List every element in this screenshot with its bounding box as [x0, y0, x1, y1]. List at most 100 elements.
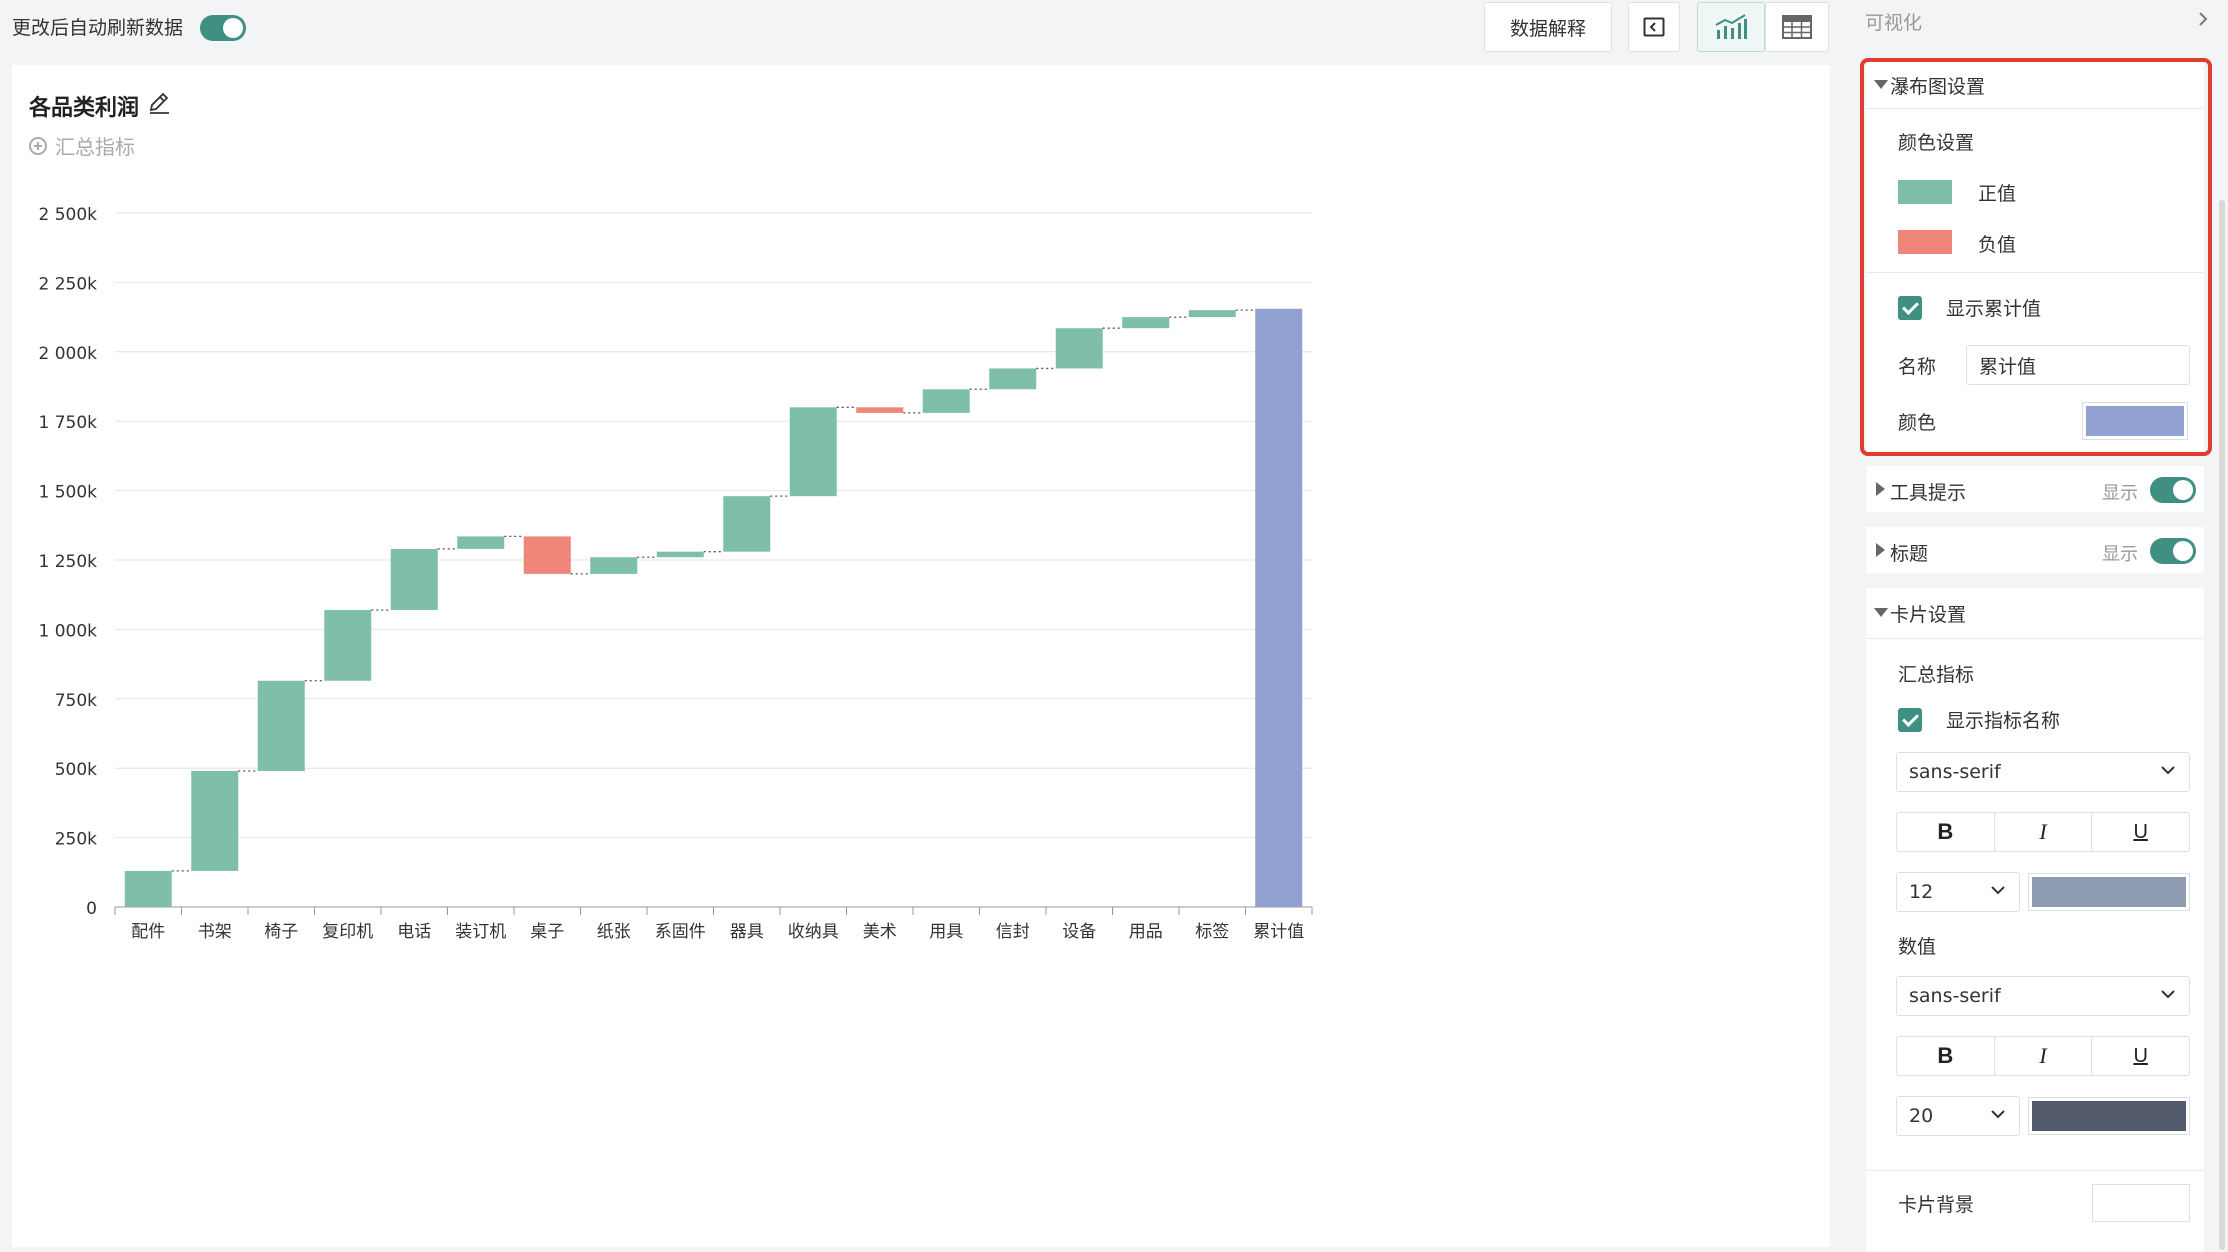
show-total-checkbox[interactable] [1898, 296, 1922, 320]
divider [1866, 638, 2204, 639]
title-status: 显示 [2102, 544, 2138, 565]
title-section-title[interactable]: 标题 [1890, 543, 1929, 565]
expand-triangle-icon[interactable] [1876, 543, 1885, 557]
x-tick-label: 器具 [730, 922, 764, 942]
card-settings-section: 卡片设置 汇总指标 显示指标名称 sans-serif B I U 12 数值 … [1866, 588, 2204, 1252]
value-label: 数值 [1898, 936, 1937, 958]
card-background-picker[interactable] [2092, 1184, 2190, 1222]
underline-button[interactable]: U [2133, 1044, 2148, 1067]
waterfall-bar [590, 557, 638, 574]
italic-button[interactable]: I [1995, 813, 2093, 851]
y-tick-label: 2 500k [38, 205, 97, 225]
edit-title-icon[interactable] [147, 91, 171, 115]
x-tick-label: 电话 [397, 922, 431, 942]
card-background-label: 卡片背景 [1898, 1194, 1975, 1216]
x-tick-label: 标签 [1195, 922, 1229, 942]
x-tick-label: 复印机 [322, 922, 373, 942]
italic-button[interactable]: I [1995, 1037, 2093, 1075]
x-tick-label: 用品 [1129, 922, 1163, 942]
chart-card: 各品类利润 汇总指标 0 250k 500k 750k 1 000k 1 250k 1 50… [12, 65, 1830, 1247]
card-settings-title[interactable]: 卡片设置 [1890, 604, 1967, 626]
y-tick-label: 1 000k [38, 621, 97, 641]
x-tick-label: 桌子 [530, 922, 564, 942]
total-color-picker[interactable] [2082, 402, 2188, 440]
x-tick-label: 装订机 [455, 922, 506, 942]
show-total-label: 显示累计值 [1946, 298, 2042, 320]
data-explain-button[interactable]: 数据解释 [1484, 2, 1612, 52]
add-summary-metric-label: 汇总指标 [55, 135, 135, 159]
value-font-select[interactable]: sans-serif [1896, 976, 2190, 1016]
x-tick-label: 美术 [863, 922, 897, 942]
x-tick-label: 收纳具 [788, 922, 839, 942]
tooltip-toggle[interactable] [2150, 477, 2196, 503]
waterfall-settings-title[interactable]: 瀑布图设置 [1890, 76, 1986, 98]
show-metric-name-checkbox[interactable] [1898, 708, 1922, 732]
collapse-triangle-icon[interactable] [1874, 608, 1888, 617]
total-name-label: 名称 [1898, 356, 1937, 378]
chart-view-button[interactable] [1697, 2, 1765, 52]
waterfall-bar [191, 770, 239, 871]
waterfall-bar [523, 536, 571, 574]
table-view-button[interactable] [1765, 2, 1829, 52]
visualization-panel-title: 可视化 [1865, 12, 1923, 34]
metric-font-select[interactable]: sans-serif [1896, 752, 2190, 792]
value-format-group: B I U [1896, 1036, 2190, 1076]
metric-color-swatch [2032, 877, 2186, 907]
y-tick-label: 0 [86, 899, 97, 919]
panel-scrollbar[interactable] [2219, 200, 2225, 1250]
waterfall-chart: 0 250k 500k 750k 1 000k 1 250k 1 500k 1 750k 2 0… [38, 205, 1313, 942]
x-tick-label: 书架 [198, 922, 232, 942]
y-tick-label: 2 000k [38, 344, 97, 364]
chevron-down-icon [2161, 990, 2175, 999]
x-tick-label: 信封 [996, 922, 1030, 942]
waterfall-bar [324, 609, 372, 681]
summary-metric-label: 汇总指标 [1898, 664, 1975, 686]
waterfall-bar [1055, 328, 1103, 369]
y-tick-label: 1 750k [38, 413, 97, 433]
auto-refresh-toggle[interactable] [200, 15, 246, 41]
chevron-down-icon [2161, 766, 2175, 775]
underline-button[interactable]: U [2133, 820, 2148, 843]
x-tick-label: 配件 [131, 922, 165, 942]
total-color-label: 颜色 [1898, 412, 1937, 434]
total-color-swatch [2086, 406, 2184, 436]
x-tick-label: 系固件 [655, 922, 706, 942]
expand-triangle-icon[interactable] [1876, 482, 1885, 496]
bold-button[interactable]: B [1897, 1037, 1995, 1075]
x-tick-label: 累计值 [1253, 922, 1304, 942]
tooltip-title[interactable]: 工具提示 [1890, 482, 1967, 504]
plus-circle-icon [29, 136, 47, 155]
auto-refresh-label: 更改后自动刷新数据 [12, 17, 184, 39]
filter-button[interactable] [1628, 2, 1680, 52]
add-summary-metric[interactable]: 汇总指标 [29, 131, 135, 160]
metric-font-value: sans-serif [1909, 761, 2001, 783]
collapse-triangle-icon[interactable] [1874, 80, 1888, 89]
title-section: 标题 显示 [1866, 527, 2204, 573]
waterfall-bar [922, 389, 970, 413]
top-bar: 更改后自动刷新数据 数据解释 [0, 0, 1832, 56]
negative-color-swatch[interactable] [1898, 230, 1952, 254]
color-settings-label: 颜色设置 [1898, 132, 1975, 154]
waterfall-settings-section: 瀑布图设置 颜色设置 正值 负值 显示累计值 名称 颜色 [1866, 62, 2204, 452]
waterfall-bar [989, 368, 1037, 390]
waterfall-bar [457, 536, 505, 549]
chart-icon [1715, 14, 1747, 39]
bold-button[interactable]: B [1897, 813, 1995, 851]
y-tick-label: 1 500k [38, 483, 97, 503]
y-tick-label: 250k [55, 830, 97, 850]
filter-icon [1643, 17, 1665, 37]
waterfall-bar [124, 870, 172, 907]
positive-color-swatch[interactable] [1898, 180, 1952, 204]
metric-color-picker[interactable] [2028, 873, 2190, 911]
title-toggle[interactable] [2150, 538, 2196, 564]
total-name-input[interactable] [1966, 345, 2190, 385]
divider [1866, 1170, 2204, 1171]
waterfall-bar [656, 551, 704, 558]
tooltip-section: 工具提示 显示 [1866, 466, 2204, 512]
value-color-picker[interactable] [2028, 1097, 2190, 1135]
y-tick-label: 2 250k [38, 274, 97, 294]
chevron-right-icon[interactable] [2196, 12, 2210, 26]
metric-size-select[interactable]: 12 [1896, 872, 2020, 912]
value-size-select[interactable]: 20 [1896, 1096, 2020, 1136]
tooltip-status: 显示 [2102, 483, 2138, 504]
